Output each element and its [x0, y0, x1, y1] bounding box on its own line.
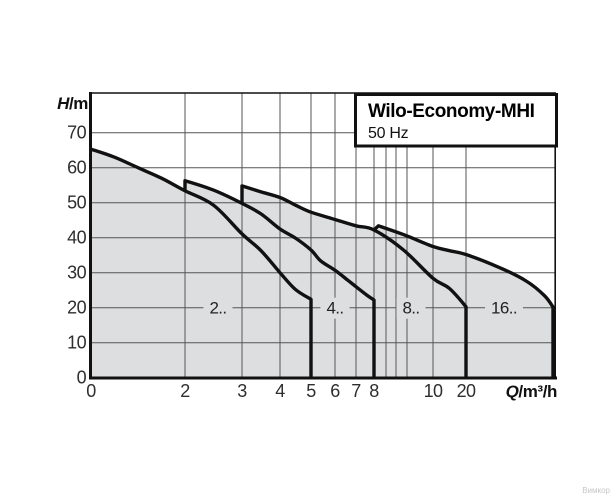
family-label-16: 16.. — [491, 299, 517, 318]
plot-borders — [89, 92, 557, 380]
pump-family-curve-8 — [240, 184, 468, 378]
family-labels: 2.. 4.. 8.. 16.. — [203, 297, 523, 319]
family-label-4: 4.. — [326, 299, 343, 318]
pump-family-curves — [90, 147, 555, 378]
pump-family-curve-2 — [90, 147, 313, 378]
family-label-background — [485, 297, 523, 319]
x-tick-label-4: 4 — [275, 381, 285, 401]
y-tick-label-0: 0 — [77, 368, 87, 388]
x-tick-label-5: 5 — [306, 381, 316, 401]
y-tick-label-10: 10 — [67, 333, 86, 353]
y-tick-label-70: 70 — [67, 123, 86, 143]
x-tick-label-8: 8 — [369, 381, 379, 401]
chart-title: Wilo-Economy-MHI — [368, 101, 535, 122]
title-box: Wilo-Economy-MHI 50 Hz — [354, 93, 558, 148]
x-tick-label-2: 2 — [180, 381, 190, 401]
y-tick-label-30: 30 — [67, 263, 86, 283]
y-tick-label-20: 20 — [67, 298, 86, 318]
watermark: Вимкор — [582, 486, 610, 495]
family-label-background — [320, 297, 350, 319]
family-label-background — [396, 297, 426, 319]
y-tick-label-40: 40 — [67, 228, 86, 248]
x-tick-label-3: 3 — [237, 381, 247, 401]
x-tick-label-6: 6 — [330, 381, 340, 401]
x-tick-label-7: 7 — [351, 381, 361, 401]
pump-family-curve-16 — [372, 224, 555, 378]
x-tick-label-0: 0 — [86, 381, 96, 401]
x-tick-label-10: 10 — [424, 381, 443, 401]
y-tick-label-50: 50 — [67, 193, 86, 213]
y-axis-unit: H/m — [57, 94, 88, 113]
family-label-8: 8.. — [402, 299, 419, 318]
family-label-background — [203, 297, 233, 319]
x-tick-label-20: 20 — [457, 381, 476, 401]
y-tick-label-60: 60 — [67, 158, 86, 178]
axis-tick-labels: 0 2 3 4 5 6 7 8 10 20 0 10 20 30 40 50 60 70 — [67, 123, 476, 401]
x-axis-unit: Q/m³/h — [506, 382, 557, 401]
title-box-frame — [354, 93, 558, 148]
family-label-2: 2.. — [209, 299, 226, 318]
chart-frequency: 50 Hz — [368, 125, 409, 142]
